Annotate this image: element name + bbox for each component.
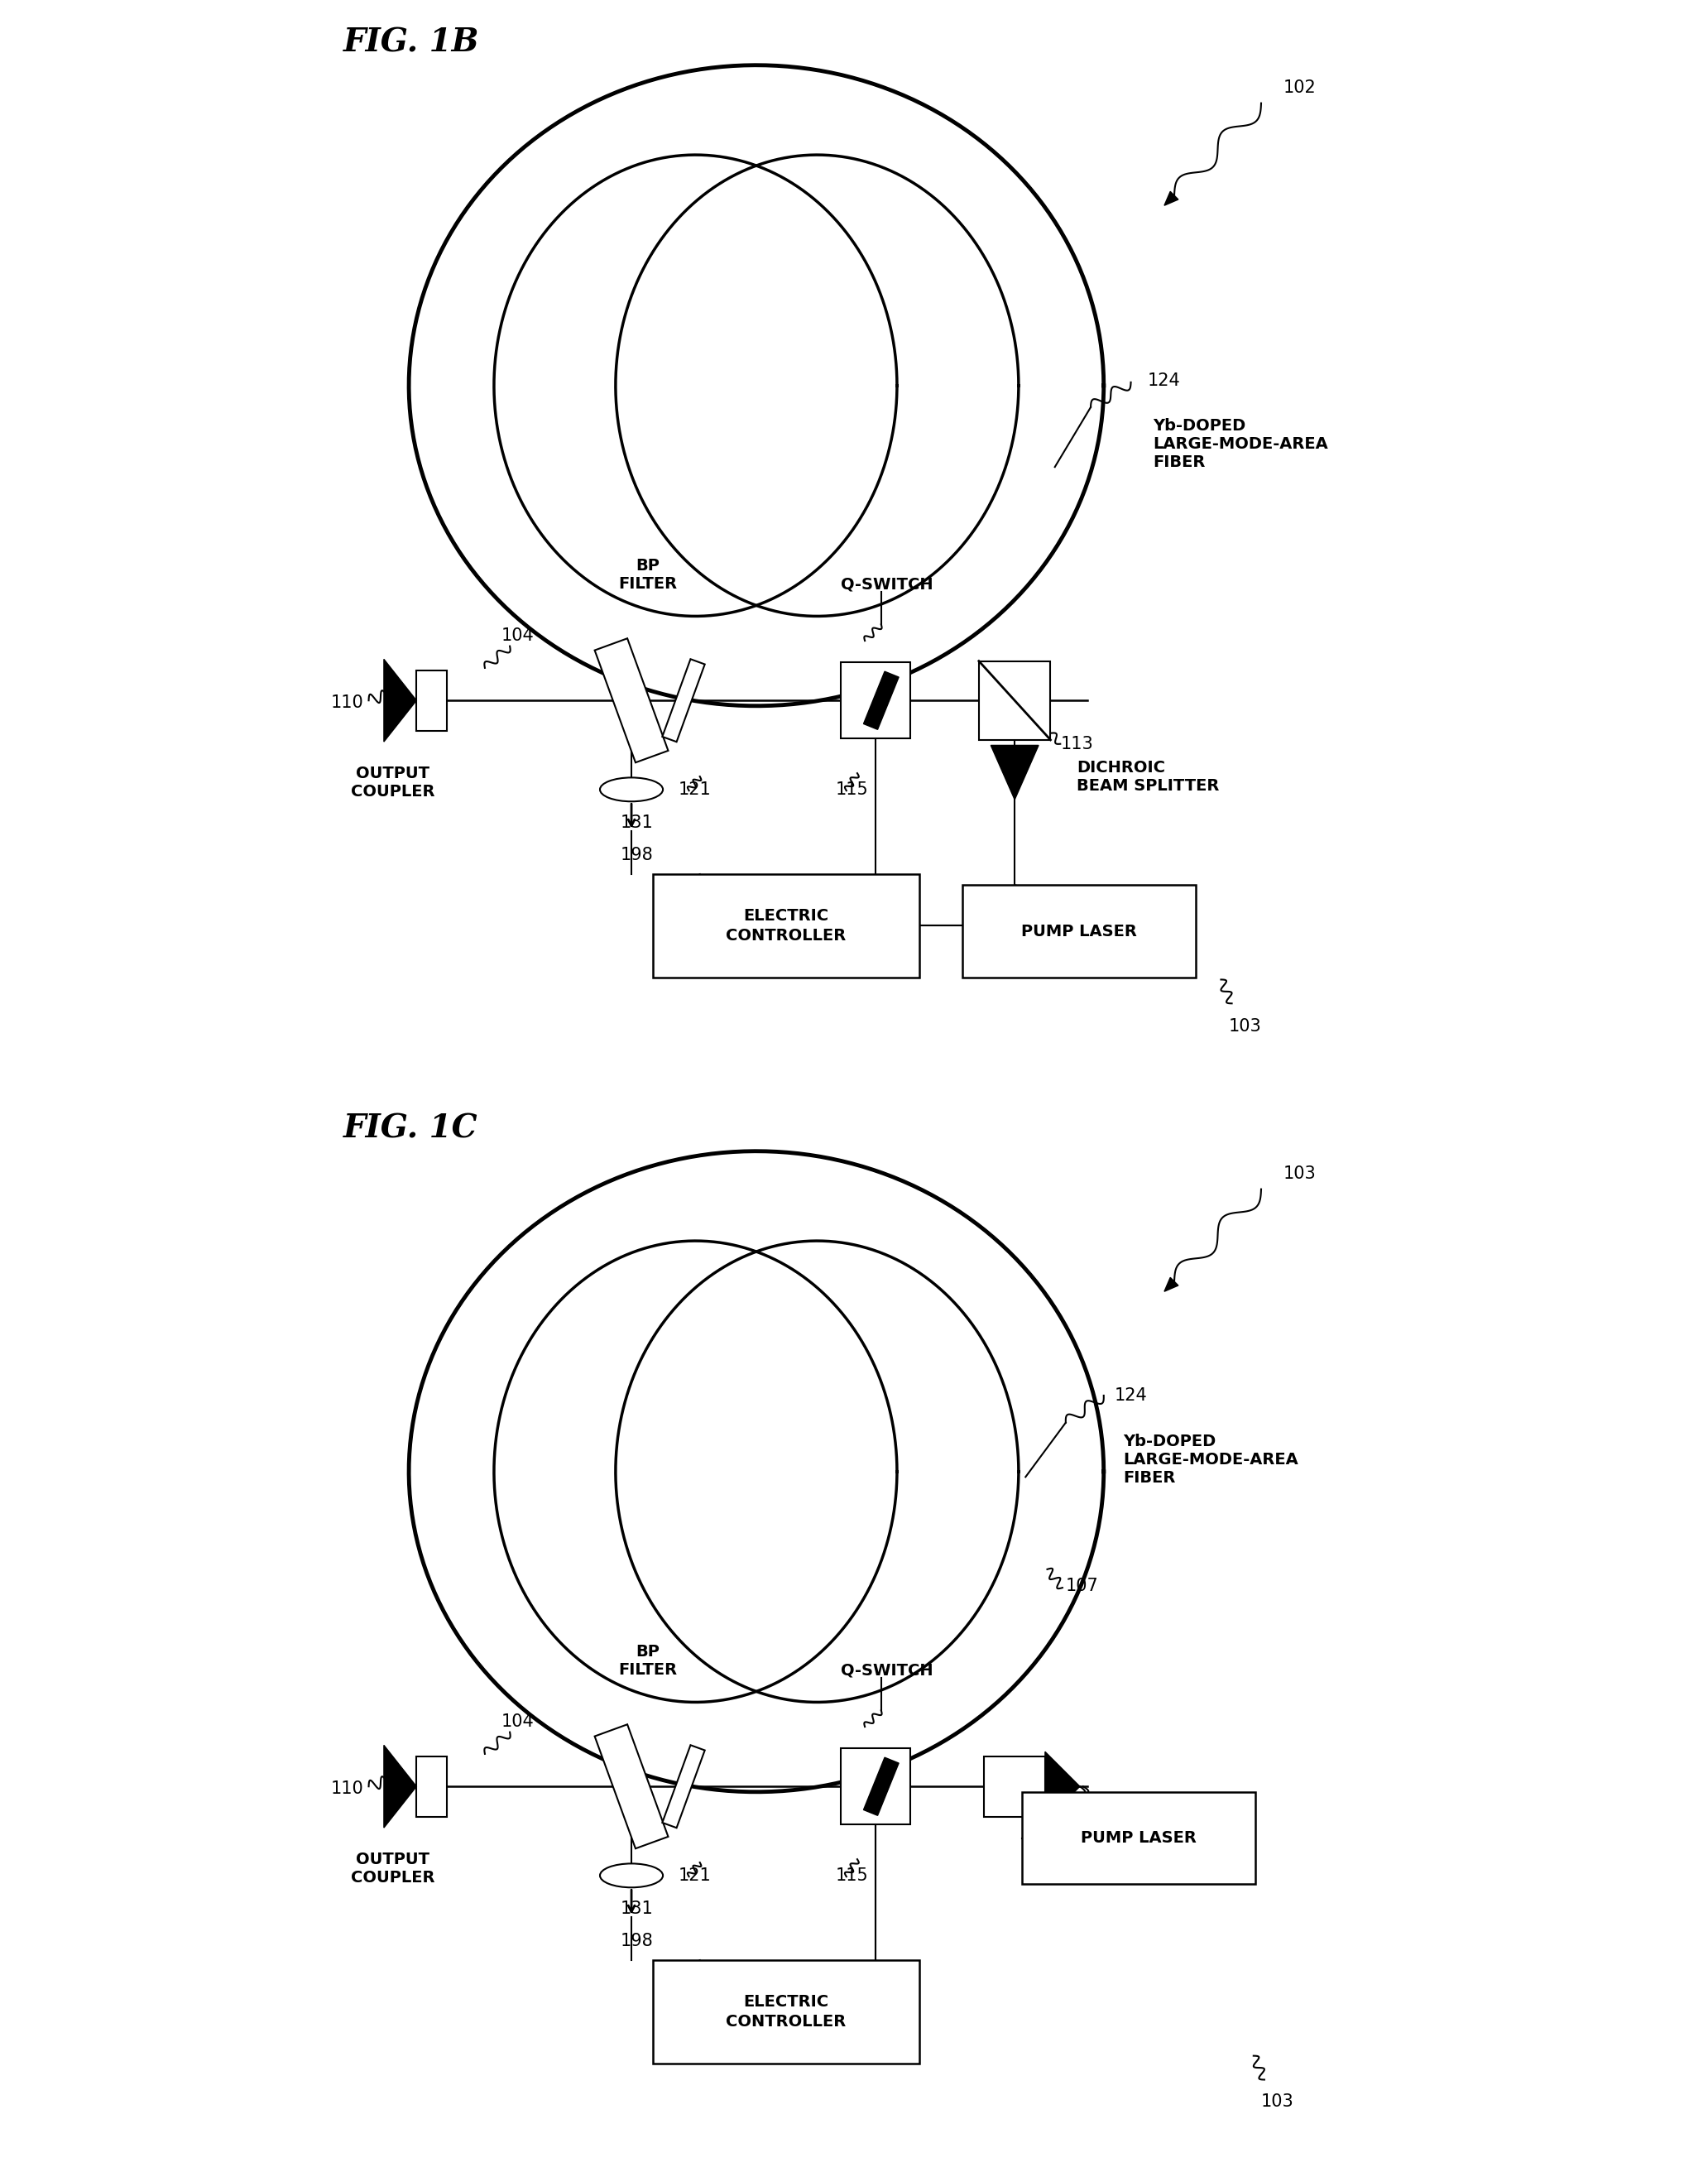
Bar [652, 1959, 919, 2063]
Text: BP
FILTER: BP FILTER [618, 1644, 676, 1677]
Text: 115: 115 [835, 1868, 868, 1885]
Text: DICHROIC
BEAM SPLITTER: DICHROIC BEAM SPLITTER [1076, 760, 1220, 795]
Polygon shape [1165, 191, 1179, 206]
Text: 103: 103 [1283, 1164, 1315, 1182]
Text: 103: 103 [1261, 2094, 1295, 2111]
Polygon shape [663, 658, 705, 743]
Text: ELECTRIC
CONTROLLER: ELECTRIC CONTROLLER [726, 1994, 845, 2029]
Bar [984, 1755, 1045, 1816]
Bar [652, 873, 919, 977]
Bar [840, 662, 910, 738]
Text: OUTPUT
COUPLER: OUTPUT COUPLER [350, 767, 434, 799]
Text: 121: 121 [678, 782, 711, 799]
Text: Yb-DOPED
LARGE-MODE-AREA
FIBER: Yb-DOPED LARGE-MODE-AREA FIBER [1153, 417, 1327, 471]
Text: 124: 124 [1148, 371, 1180, 389]
Text: 124: 124 [1115, 1388, 1148, 1405]
Text: 198: 198 [620, 1933, 654, 1950]
Text: FIG. 1B: FIG. 1B [343, 28, 480, 59]
Text: OUTPUT
COUPLER: OUTPUT COUPLER [350, 1851, 434, 1885]
Text: 103: 103 [1228, 1019, 1262, 1036]
Text: Q-SWITCH: Q-SWITCH [840, 1662, 933, 1677]
Text: 121: 121 [678, 1868, 711, 1885]
Ellipse shape [600, 1864, 663, 1887]
Text: 105: 105 [670, 1966, 702, 1983]
Text: PUMP LASER: PUMP LASER [1021, 923, 1138, 938]
Text: Yb-DOPED
LARGE-MODE-AREA
FIBER: Yb-DOPED LARGE-MODE-AREA FIBER [1124, 1434, 1298, 1486]
Bar [979, 660, 1050, 741]
Text: BP
FILTER: BP FILTER [618, 558, 676, 591]
Text: 104: 104 [500, 1714, 535, 1731]
Polygon shape [594, 1725, 668, 1848]
Text: 198: 198 [620, 847, 654, 864]
Bar [417, 1755, 447, 1816]
Text: PUMP LASER: PUMP LASER [1081, 1831, 1197, 1846]
Polygon shape [1165, 1277, 1179, 1292]
Text: ELECTRIC
CONTROLLER: ELECTRIC CONTROLLER [726, 908, 845, 943]
Text: 110: 110 [331, 1781, 364, 1798]
Ellipse shape [600, 778, 663, 801]
Text: 131: 131 [620, 814, 654, 832]
Text: 131: 131 [620, 1900, 654, 1918]
Bar [417, 669, 447, 730]
Text: 115: 115 [835, 782, 868, 799]
Text: 107: 107 [1066, 1577, 1098, 1594]
Polygon shape [384, 660, 417, 743]
Polygon shape [1045, 1751, 1079, 1820]
Bar [1023, 1792, 1255, 1883]
Polygon shape [594, 639, 668, 762]
Polygon shape [991, 745, 1038, 799]
Text: 104: 104 [500, 628, 535, 645]
Text: 118: 118 [620, 1870, 654, 1887]
Bar [840, 1748, 910, 1824]
Text: FIG. 1C: FIG. 1C [343, 1112, 478, 1145]
Text: 105: 105 [670, 880, 702, 897]
Polygon shape [663, 1744, 705, 1829]
Text: 110: 110 [331, 695, 364, 712]
Polygon shape [384, 1746, 417, 1829]
Text: 102: 102 [1283, 78, 1315, 96]
Polygon shape [864, 671, 898, 730]
Text: 118: 118 [620, 784, 654, 801]
Polygon shape [864, 1757, 898, 1816]
Bar [963, 886, 1196, 977]
Text: Q-SWITCH: Q-SWITCH [840, 576, 933, 591]
Text: 113: 113 [1061, 736, 1093, 754]
